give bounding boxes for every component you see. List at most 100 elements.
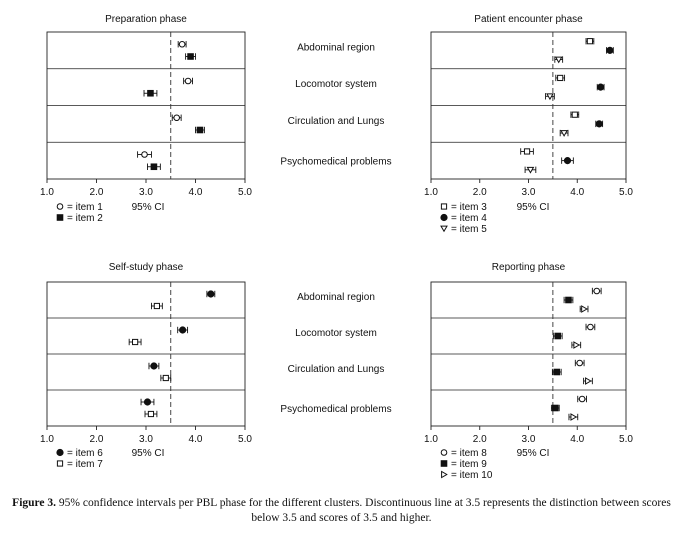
interval-item-8-abdominal-region: [591, 287, 602, 295]
mean-marker: [523, 148, 531, 155]
ci-label: 95% CI: [517, 448, 550, 459]
legend-marker: [56, 203, 64, 210]
mean-marker: [570, 413, 578, 421]
panel-title: Preparation phase: [105, 14, 187, 25]
panel-title: Patient encounter phase: [474, 14, 583, 25]
x-tick-label: 5.0: [238, 187, 252, 198]
interval-item-3-psychomedical-problems: [520, 148, 534, 155]
legend-marker: [440, 225, 448, 233]
interval-item-1-circulation-and-lungs: [171, 114, 182, 122]
interval-item-2-locomotor-system: [143, 89, 158, 97]
legend-label-item-9: = item 9: [451, 459, 487, 470]
mean-marker: [147, 89, 154, 97]
mean-marker: [560, 130, 568, 137]
interval-item-8-circulation-and-lungs: [574, 359, 585, 367]
mean-marker: [187, 53, 194, 60]
cluster-label-circulation-and-lungs: Circulation and Lungs: [288, 116, 385, 127]
interval-item-3-circulation-and-lungs: [570, 111, 580, 118]
interval-item-5-psychomedical-problems: [524, 166, 537, 174]
interval-item-9-circulation-and-lungs: [551, 368, 562, 376]
x-tick-label: 2.0: [90, 187, 104, 198]
legend-marker: [56, 460, 64, 467]
legend-marker: [440, 460, 448, 467]
mean-marker: [597, 83, 605, 91]
panel-title: Self-study phase: [109, 262, 184, 273]
interval-item-4-psychomedical-problems: [561, 157, 574, 165]
panel-preparation-phase: Preparation phase 1.0 2.0 3.0 4.0 5.0 Abdomina…: [40, 14, 392, 224]
mean-marker: [150, 163, 158, 171]
mean-marker: [557, 74, 564, 82]
interval-item-7-abdominal-region: [150, 302, 163, 310]
mean-marker: [571, 111, 578, 118]
legend-marker: [440, 213, 448, 222]
panel-self-study-phase: Self-study phase 1.0 2.0 3.0 4.0 5.0 Abdominal…: [40, 262, 392, 470]
x-tick-label: 2.0: [473, 434, 487, 445]
legend-marker: [441, 470, 448, 479]
x-tick-label: 4.0: [570, 187, 584, 198]
mean-marker: [593, 287, 601, 295]
figure-caption: Figure 3. 95% confidence intervals per P…: [10, 496, 673, 526]
figure-caption-label: Figure 3.: [12, 497, 57, 509]
legend-label-item-3: = item 3: [451, 202, 487, 213]
legend-label-item-1: = item 1: [67, 202, 103, 213]
interval-item-3-abdominal-region: [585, 37, 595, 45]
panel-title: Reporting phase: [492, 262, 566, 273]
x-tick-label: 3.0: [139, 434, 153, 445]
x-tick-label: 5.0: [619, 434, 633, 445]
panel-patient-encounter-phase: Patient encounter phase 1.0 2.0 3.0 4.0 5.0 = …: [424, 14, 633, 235]
interval-item-8-locomotor-system: [585, 323, 596, 331]
cluster-label-locomotor-system: Locomotor system: [295, 328, 377, 339]
legend-label-item-10: = item 10: [451, 470, 493, 481]
figure: Preparation phase 1.0 2.0 3.0 4.0 5.0 Abdomina…: [40, 14, 633, 481]
mean-marker: [581, 305, 588, 313]
interval-item-4-circulation-and-lungs: [595, 120, 604, 128]
interval-item-5-circulation-and-lungs: [559, 129, 569, 137]
mean-marker: [184, 77, 192, 85]
x-tick-label: 2.0: [90, 434, 104, 445]
mean-marker: [554, 56, 563, 64]
interval-item-1-psychomedical-problems: [137, 151, 152, 158]
mean-marker: [546, 93, 554, 101]
x-tick-label: 3.0: [522, 434, 536, 445]
interval-item-1-locomotor-system: [183, 77, 193, 85]
mean-marker: [553, 368, 561, 376]
x-tick-label: 3.0: [522, 187, 536, 198]
interval-item-6-psychomedical-problems: [140, 398, 155, 406]
x-tick-label: 4.0: [570, 434, 584, 445]
legend: = item 8= item 9= item 10: [440, 448, 493, 481]
x-tick-label: 5.0: [619, 187, 633, 198]
interval-item-8-psychomedical-problems: [577, 395, 587, 403]
mean-marker: [565, 296, 572, 304]
mean-marker: [586, 38, 594, 45]
legend-marker: [440, 449, 448, 456]
ci-label: 95% CI: [517, 202, 550, 213]
mean-marker: [162, 374, 169, 382]
mean-marker: [153, 302, 160, 310]
interval-item-9-abdominal-region: [563, 296, 574, 304]
mean-marker: [554, 332, 562, 340]
legend-label-item-7: = item 7: [67, 459, 103, 470]
mean-marker: [173, 114, 180, 122]
cluster-label-locomotor-system: Locomotor system: [295, 79, 377, 90]
mean-marker: [132, 338, 139, 346]
legend-marker: [56, 214, 64, 221]
mean-marker: [578, 395, 586, 403]
interval-item-10-psychomedical-problems: [568, 413, 579, 421]
mean-marker: [606, 46, 614, 54]
mean-marker: [179, 326, 187, 334]
cluster-label-abdominal-region: Abdominal region: [297, 42, 375, 53]
mean-marker: [147, 410, 155, 418]
interval-item-5-abdominal-region: [554, 56, 564, 64]
figure-caption-text: 95% confidence intervals per PBL phase f…: [58, 497, 671, 524]
mean-marker: [150, 362, 158, 370]
interval-item-7-locomotor-system: [128, 338, 142, 346]
legend-label-item-8: = item 8: [451, 448, 487, 459]
legend-label-item-6: = item 6: [67, 448, 103, 459]
interval-item-9-locomotor-system: [552, 332, 563, 340]
interval-item-2-abdominal-region: [185, 53, 196, 60]
x-tick-label: 4.0: [189, 187, 203, 198]
cluster-label-abdominal-region: Abdominal region: [297, 292, 375, 303]
interval-item-7-circulation-and-lungs: [160, 374, 172, 382]
legend-marker: [56, 448, 64, 457]
